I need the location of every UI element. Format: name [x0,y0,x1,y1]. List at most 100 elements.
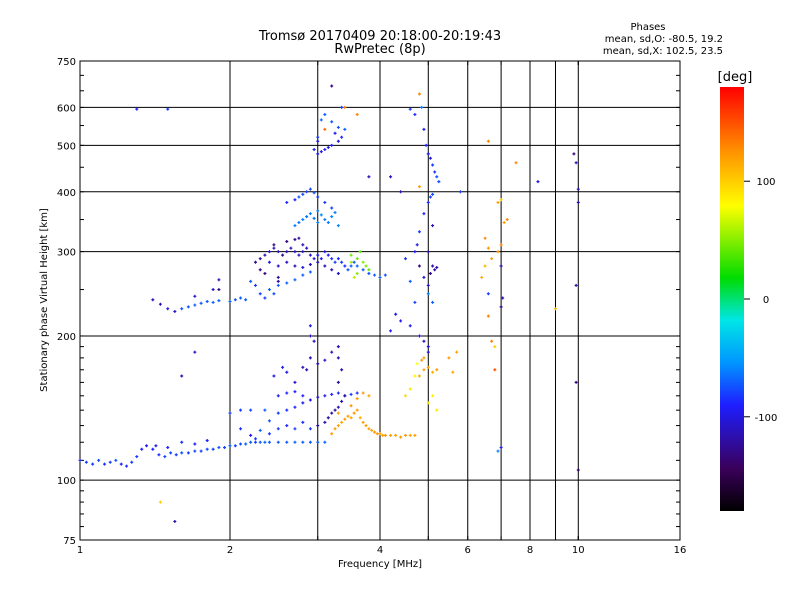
data-point [301,273,305,277]
data-point [426,365,430,369]
y-tick-labels: 75 100 200 300 400 500 600 750 [57,57,76,547]
data-point [422,212,426,216]
data-point [323,200,327,204]
data-point [394,433,398,437]
data-point [408,324,412,328]
data-point [336,424,340,428]
data-point [301,420,305,424]
data-point [373,430,377,434]
data-point [228,411,232,415]
data-point [316,424,320,428]
data-point [305,215,309,219]
data-point [323,218,327,222]
data-point [199,449,203,453]
data-point [323,394,327,398]
data-point [140,447,144,451]
colorbar-tick-label: 100 [756,177,775,188]
data-point [378,432,382,436]
data-point [330,257,334,261]
data-point [293,198,297,202]
data-point [355,397,359,401]
data-point [276,411,280,415]
data-point [343,417,347,421]
data-point [408,107,412,111]
data-point [293,440,297,444]
data-point [330,432,334,436]
data-point [490,257,494,261]
data-point [433,170,437,174]
data-point [272,374,276,378]
data-point [336,125,340,129]
data-point [186,451,190,455]
data-point [415,243,419,247]
data-point [158,500,162,504]
data-point [239,442,243,446]
data-point [574,161,578,165]
y-tick-label: 600 [57,103,76,114]
data-point [180,374,184,378]
data-point [486,314,490,318]
data-point [336,139,340,143]
data-point [352,411,356,415]
data-point [408,433,412,437]
data-point [228,300,232,304]
data-point [499,264,503,268]
data-point [574,283,578,287]
data-point [496,200,500,204]
data-point [417,264,421,268]
data-point [501,296,505,300]
data-point [576,468,580,472]
y-tick-label: 500 [57,141,76,152]
data-point [312,216,316,220]
data-point [319,118,323,122]
data-point [435,368,439,372]
data-point [308,324,312,328]
data-point [358,416,362,420]
data-point [367,268,371,272]
data-point [272,292,276,296]
colorbar [720,87,744,511]
data-point [343,264,347,268]
data-point [130,460,134,464]
data-point [316,135,320,139]
data-point [333,427,337,431]
data-point [211,447,215,451]
data-point [403,394,407,398]
data-point [258,440,262,444]
data-point [346,268,350,272]
data-point [323,112,327,116]
data-point [316,195,320,199]
data-point [323,250,327,254]
data-point [330,84,334,88]
data-point [244,298,248,302]
data-point [297,236,301,240]
data-point [493,368,497,372]
data-point [267,260,271,264]
data-point [301,401,305,405]
data-point [349,260,353,264]
data-point [426,292,430,296]
data-point [301,365,305,369]
data-point [355,257,359,261]
data-point [505,218,509,222]
data-point [135,455,139,459]
data-point [316,440,320,444]
data-point [576,200,580,204]
data-point [319,150,323,154]
data-point [431,264,435,268]
data-point [263,440,267,444]
data-point [333,408,337,412]
data-point [336,380,340,384]
data-point [422,339,426,343]
data-point [422,368,426,372]
data-point [263,253,267,257]
data-point [293,390,297,394]
data-point [431,192,435,196]
data-point [158,302,162,306]
data-point [426,350,430,354]
data-point [253,437,257,441]
data-point [205,447,209,451]
data-point [367,175,371,179]
data-point [297,221,301,225]
data-point [343,105,347,109]
